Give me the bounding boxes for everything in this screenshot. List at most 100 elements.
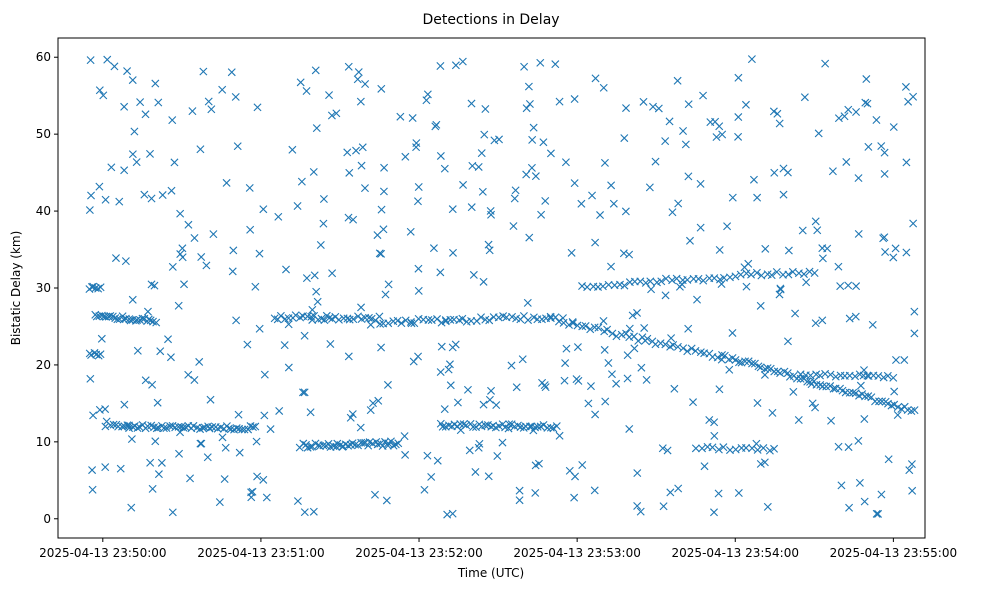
data-point [674,484,683,493]
data-point [816,371,825,380]
data-point [756,363,765,372]
data-point [414,352,423,361]
data-point [851,389,860,398]
data-point [799,270,808,279]
data-point [705,416,714,424]
data-point [714,489,723,498]
data-point [147,280,156,289]
data-point [570,493,579,502]
data-point [459,180,468,189]
data-point [779,190,788,199]
data-point [670,384,679,393]
data-point [282,265,290,274]
data-point [86,56,95,65]
data-point [121,257,130,266]
data-point [874,509,883,518]
data-point [288,145,297,154]
data-point [382,496,391,505]
data-point [731,445,740,454]
data-point [386,437,395,446]
data-point [904,97,913,106]
data-point [772,268,781,276]
data-point [515,486,524,495]
data-point [742,443,751,452]
data-point [334,315,343,324]
data-point [718,350,726,359]
data-point [810,269,819,277]
data-point [536,58,545,67]
data-point [907,460,916,469]
data-point [794,269,803,278]
data-point [607,262,616,271]
data-point [474,162,483,171]
data-point [612,332,621,341]
data-point [881,247,890,256]
data-point [296,78,305,87]
data-point [412,143,421,152]
data-point [837,481,846,490]
data-point [121,314,130,323]
y-tick-label: 30 [36,281,51,295]
data-point [747,55,756,64]
data-point [620,134,629,143]
data-point [607,370,616,379]
data-point [433,315,442,324]
data-point [658,444,667,453]
data-point [120,400,129,409]
data-point [510,194,519,203]
data-point [168,116,177,125]
data-point [734,113,743,122]
data-point [401,450,410,459]
data-point [458,314,467,323]
data-point [176,209,185,218]
data-point [146,458,155,467]
data-point [300,331,309,340]
data-point [647,285,656,294]
data-point [628,311,637,320]
data-point [507,361,516,370]
y-axis-ticks: 0 10 20 30 40 50 60 [36,50,58,526]
data-point [325,91,334,100]
data-point [856,381,865,390]
data-point [184,370,193,379]
data-point [186,474,195,483]
data-point [728,328,737,337]
data-point [681,140,690,149]
data-point [469,270,478,279]
data-point [152,318,161,327]
data-point [661,274,670,283]
data-point [376,319,385,328]
data-point [168,508,177,517]
scatter-points [85,55,919,519]
data-point [715,385,724,394]
data-point [143,307,152,316]
data-point [345,168,354,177]
data-point [711,117,720,126]
data-point [783,369,792,378]
data-point [381,290,390,299]
data-point [818,316,827,325]
data-point [814,129,823,138]
data-point [123,67,132,76]
data-point [118,422,127,431]
data-point [384,280,393,289]
data-point [313,297,322,306]
data-point [349,215,358,224]
data-point [734,73,743,82]
data-point [102,417,111,426]
data-point [477,149,486,158]
data-point [890,387,899,396]
data-point [875,397,884,406]
data-point [308,305,317,314]
data-point [570,95,579,104]
data-point [880,148,889,157]
data-point [802,278,811,287]
data-point [609,199,618,208]
data-point [879,373,888,382]
data-point [591,74,600,83]
data-point [546,314,555,323]
data-point [546,149,555,158]
data-point [477,313,485,322]
data-point [375,312,384,321]
data-point [120,166,129,175]
